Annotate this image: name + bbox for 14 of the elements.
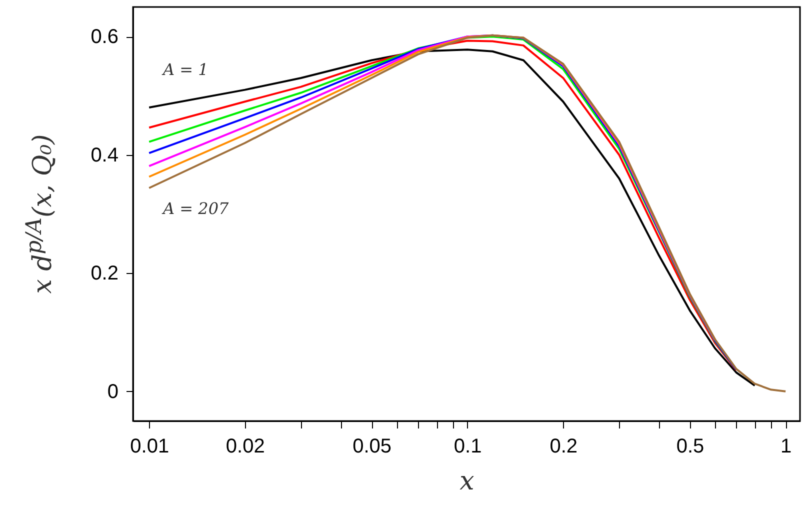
y-tick-label: 0.6: [90, 26, 118, 48]
x-tick-label: 0.02: [226, 436, 265, 458]
x-tick-label: 0.05: [352, 436, 392, 458]
y-tick-label: 0.4: [90, 144, 118, 166]
x-tick-label: 0.1: [454, 436, 482, 458]
x-tick-label: 0.2: [550, 436, 578, 458]
x-tick-label: 0.5: [676, 436, 704, 458]
annotation: A = 207: [161, 199, 230, 218]
x-tick-label: 0.01: [130, 436, 170, 458]
x-axis-title: x: [460, 466, 475, 496]
x-tick-label: 1: [780, 436, 792, 458]
annotation: A = 1: [161, 60, 208, 79]
y-tick-label: 0: [107, 380, 118, 403]
y-tick-label: 0.2: [90, 262, 118, 285]
